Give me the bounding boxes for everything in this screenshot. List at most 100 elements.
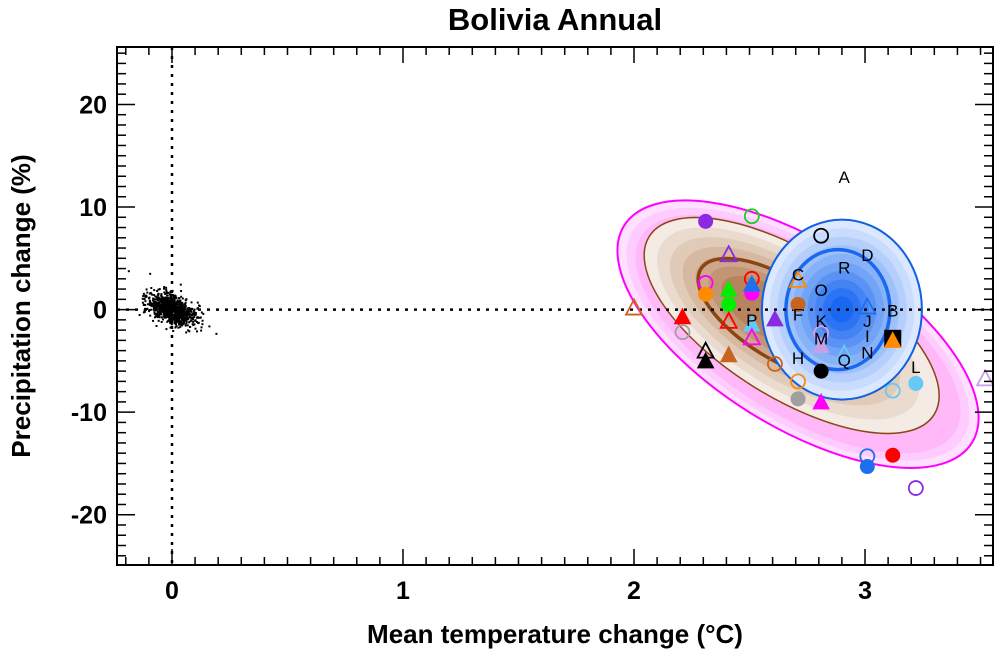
cloud-dot	[177, 306, 180, 309]
cloud-dot	[172, 304, 175, 307]
cloud-dot	[196, 301, 199, 304]
letter-point: Q	[838, 351, 851, 370]
cloud-dot	[183, 303, 186, 306]
cloud-dot	[171, 317, 174, 320]
cloud-dot	[184, 324, 187, 327]
cloud-dot	[165, 305, 168, 308]
cloud-dot	[170, 293, 173, 296]
cloud-dot	[157, 319, 160, 322]
cloud-dot	[144, 300, 147, 303]
cloud-dot	[173, 310, 176, 313]
cloud-dot	[153, 304, 156, 307]
letter-point: F	[793, 306, 803, 325]
cloud-dot	[149, 314, 152, 317]
point-circle	[698, 213, 714, 229]
cloud-dot	[170, 299, 173, 302]
cloud-dot	[181, 322, 184, 325]
cloud-dot	[165, 290, 168, 293]
cloud-dot	[148, 303, 151, 306]
letter-point: H	[792, 349, 804, 368]
cloud-dot	[163, 309, 166, 312]
letter-point: C	[792, 266, 804, 285]
cloud-dot	[189, 316, 192, 319]
cloud-dot	[165, 312, 168, 315]
cloud-dot	[156, 302, 159, 305]
cloud-dot	[162, 315, 165, 318]
cloud-dot	[200, 311, 203, 314]
x-tick-label: 0	[165, 577, 179, 605]
cloud-dot	[179, 325, 182, 328]
cloud-dot	[193, 316, 196, 319]
cloud-dot	[165, 316, 168, 319]
cloud-dot	[173, 294, 176, 297]
point-circle	[674, 324, 691, 341]
point-triangle	[742, 327, 762, 346]
cloud-dot	[158, 288, 161, 291]
cloud-dot	[165, 308, 168, 311]
cloud-dot	[165, 292, 168, 295]
cloud-dot	[156, 312, 159, 315]
cloud-dot	[201, 319, 204, 322]
cloud-dot	[164, 312, 167, 315]
cloud-dot	[165, 328, 168, 331]
cloud-dot	[144, 295, 147, 298]
cloud-dot	[182, 317, 185, 320]
cloud-dot	[166, 294, 169, 297]
point-circle	[767, 356, 783, 372]
cloud-dot	[174, 314, 177, 317]
cloud-dot	[177, 321, 180, 324]
cloud-dot	[178, 314, 181, 317]
cloud-dot	[196, 307, 199, 310]
point-circle	[698, 286, 714, 302]
letter-point: D	[861, 246, 873, 265]
cloud-dot	[185, 310, 188, 313]
point-circle	[790, 391, 806, 407]
cloud-dot	[186, 313, 189, 316]
cloud-dot	[141, 301, 144, 304]
cloud-dot	[168, 306, 171, 309]
cloud-dot	[184, 319, 187, 322]
cloud-dot	[158, 301, 161, 304]
cloud-dot	[181, 301, 184, 304]
cloud-dot	[182, 315, 185, 318]
cloud-dot	[168, 293, 171, 296]
cloud-dot	[162, 306, 165, 309]
cloud-dot	[173, 301, 176, 304]
cloud-dot	[179, 300, 182, 303]
cloud-dot	[192, 316, 195, 319]
cloud-dot	[183, 308, 186, 311]
point-triangle	[696, 351, 715, 369]
y-axis-label: Precipitation change (%)	[6, 154, 36, 457]
cloud-dot	[182, 306, 185, 309]
point-triangle	[766, 309, 784, 327]
cloud-dot	[161, 308, 164, 311]
cloud-dot	[146, 291, 149, 294]
cloud-dot	[154, 307, 157, 310]
y-tick-label: 10	[79, 194, 107, 222]
cloud-dot	[141, 297, 144, 300]
letter-point: J	[863, 312, 872, 331]
cloud-dot	[176, 311, 179, 314]
cloud-dot	[167, 305, 170, 308]
cloud-dot	[191, 307, 194, 310]
cloud-dot	[142, 294, 145, 297]
cloud-dot	[166, 299, 169, 302]
cloud-dot	[156, 314, 159, 317]
cloud-dot	[187, 308, 190, 311]
cloud-dot	[173, 299, 176, 302]
cloud-dot	[179, 302, 182, 305]
cloud-dot	[190, 314, 193, 317]
point-triangle	[624, 297, 644, 316]
cloud-dot	[160, 313, 163, 316]
cloud-dot	[161, 310, 164, 313]
point-circle	[813, 363, 829, 379]
cloud-dot	[171, 311, 174, 314]
cloud-dot	[174, 301, 177, 304]
cloud-dot	[148, 299, 151, 302]
cloud-dot	[159, 312, 162, 315]
cloud-dot	[174, 312, 177, 315]
cloud-dot	[180, 307, 183, 310]
cloud-dot	[163, 291, 166, 294]
cloud-dot	[157, 310, 160, 313]
cloud-dot	[182, 310, 185, 313]
